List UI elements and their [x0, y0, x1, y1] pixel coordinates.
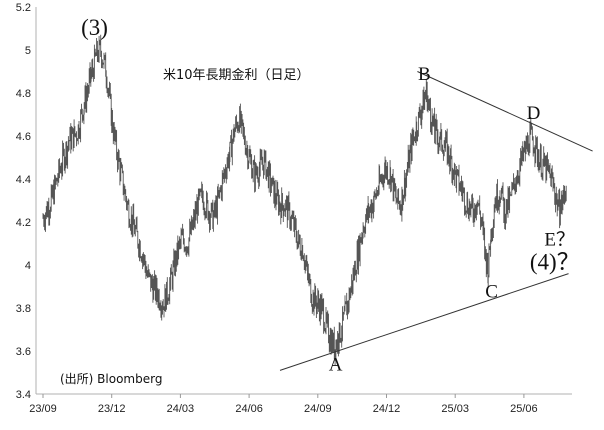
- x-tick-label: 23/09: [29, 403, 57, 415]
- x-tick-labels: 23/09 23/12 24/03 24/06 24/09 24/12 25/03 25/06: [29, 403, 537, 415]
- y-tick-labels: 3.4 3.6 3.8 4 4.2 4.4 4.6 4.8 5 5.2: [16, 2, 31, 401]
- y-tick-label: 3.4: [16, 389, 31, 401]
- y-tick-label: 5: [25, 45, 31, 57]
- x-tick-label: 24/12: [373, 403, 401, 415]
- y-tick-label: 4.4: [16, 174, 31, 186]
- source-note: (出所) Bloomberg: [60, 372, 162, 386]
- y-tick-label: 5.2: [16, 2, 31, 14]
- wave-label: E？: [544, 230, 575, 251]
- trendlines: [279, 71, 593, 371]
- trendline-lower: [279, 273, 569, 371]
- x-tick-label: 24/06: [235, 403, 263, 415]
- y-tick-label: 4.2: [16, 217, 31, 229]
- y-axis: 3.4 3.6 3.8 4 4.2 4.4 4.6 4.8 5 5.2: [16, 2, 37, 401]
- y-tick-label: 4.6: [16, 131, 31, 143]
- series-line: [42, 34, 567, 366]
- wave-label: (4)？: [530, 249, 580, 274]
- y-tick-label: 3.6: [16, 346, 31, 358]
- x-tick-label: 25/03: [441, 403, 469, 415]
- wave-label: (3): [81, 15, 108, 40]
- wave-label: A: [329, 354, 343, 375]
- wave-label: B: [418, 64, 431, 85]
- x-tick-label: 24/09: [304, 403, 332, 415]
- wave-annotations: (3) A B C D E？(4)？: [81, 15, 580, 375]
- x-tick-label: 23/12: [98, 403, 126, 415]
- y-tick-label: 4: [25, 260, 31, 272]
- series-layer: [42, 34, 567, 366]
- x-tick-label: 25/06: [510, 403, 538, 415]
- y-tick-label: 3.8: [16, 303, 31, 315]
- wave-label: D: [527, 103, 541, 124]
- x-tick-marks: [42, 394, 525, 398]
- chart-title: 米10年長期金利（日足）: [163, 67, 310, 83]
- x-axis: 23/09 23/12 24/03 24/06 24/09 24/12 25/03 25/06: [29, 393, 572, 415]
- trendline-upper: [417, 71, 593, 152]
- x-tick-label: 24/03: [167, 403, 195, 415]
- wave-label: C: [485, 281, 498, 302]
- y-tick-label: 4.8: [16, 88, 31, 100]
